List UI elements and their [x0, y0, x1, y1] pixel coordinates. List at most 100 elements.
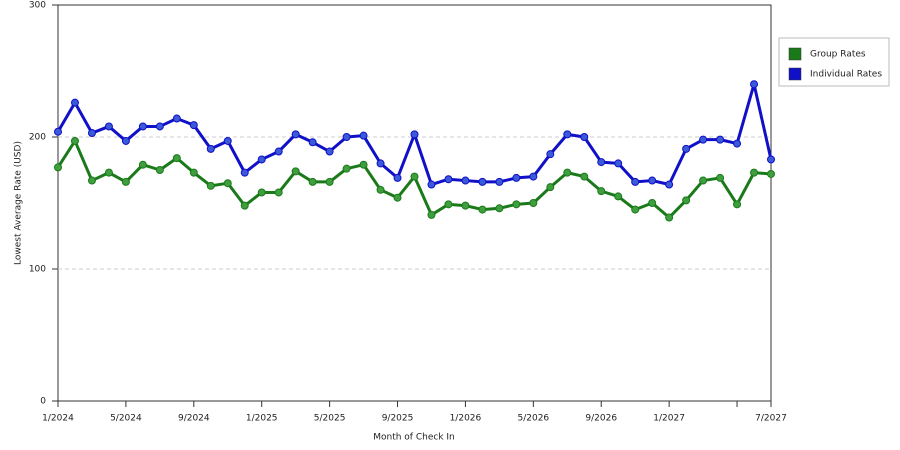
data-point	[495, 177, 504, 186]
data-point	[359, 160, 368, 169]
data-point	[291, 167, 300, 176]
data-point	[172, 154, 181, 163]
data-point	[104, 168, 113, 177]
data-point	[223, 136, 232, 145]
data-point	[750, 80, 759, 89]
data-point	[189, 121, 198, 130]
plot-frame	[57, 4, 772, 402]
data-point	[767, 155, 775, 164]
x-tick-label: 5/2024	[110, 414, 142, 424]
x-tick-label: 5/2026	[517, 414, 549, 424]
data-point	[240, 201, 249, 210]
data-point	[648, 176, 657, 185]
legend-label: Individual Rates	[810, 70, 882, 80]
data-point	[257, 188, 266, 197]
data-point	[359, 131, 368, 140]
data-point	[376, 185, 385, 194]
data-point	[223, 179, 232, 188]
data-point	[478, 177, 487, 186]
data-point	[87, 129, 96, 138]
data-point	[563, 168, 572, 177]
y-tick-label: 100	[29, 265, 46, 275]
data-point	[546, 183, 555, 192]
legend-swatch	[788, 67, 802, 81]
data-point	[614, 159, 623, 168]
legend-label: Group Rates	[810, 50, 866, 60]
data-point	[257, 155, 266, 164]
data-point	[580, 133, 589, 141]
data-point	[767, 169, 775, 178]
data-point	[155, 122, 164, 131]
data-point	[240, 168, 249, 177]
data-point	[325, 177, 334, 186]
data-point	[580, 172, 589, 181]
data-point	[342, 164, 351, 173]
data-point	[54, 163, 62, 172]
data-point	[87, 176, 96, 185]
data-point	[444, 175, 453, 184]
data-point	[597, 187, 606, 196]
data-point	[342, 133, 351, 141]
data-point	[444, 200, 453, 209]
data-point	[206, 144, 215, 153]
data-point	[716, 135, 725, 144]
data-point	[665, 213, 674, 222]
data-point	[597, 158, 606, 167]
data-point	[546, 150, 555, 159]
data-point	[699, 176, 708, 185]
data-point	[631, 205, 640, 214]
data-point	[529, 172, 538, 181]
data-point	[461, 201, 470, 210]
data-point	[529, 199, 538, 207]
data-point	[104, 122, 113, 131]
data-point	[172, 114, 181, 123]
data-point	[291, 130, 300, 139]
data-point	[665, 180, 674, 189]
data-point	[206, 181, 215, 190]
data-point	[121, 177, 130, 186]
y-axis-title: Lowest Average Rate (USD)	[14, 141, 24, 265]
x-tick-label: 9/2025	[382, 414, 414, 424]
data-point	[138, 122, 147, 131]
data-point	[54, 127, 62, 136]
data-point	[461, 176, 470, 185]
x-tick-label: 1/2024	[42, 414, 74, 424]
data-point	[716, 173, 725, 182]
data-point	[376, 159, 385, 168]
data-point	[427, 180, 436, 189]
data-point	[274, 188, 283, 197]
x-tick-label: 1/2025	[246, 414, 278, 424]
data-point	[70, 136, 79, 145]
data-point	[393, 173, 402, 182]
y-tick-label: 0	[40, 397, 46, 407]
data-point	[648, 199, 657, 207]
data-point	[733, 139, 742, 148]
data-point	[614, 192, 623, 201]
data-point	[631, 177, 640, 186]
data-point	[563, 130, 572, 139]
data-point	[495, 204, 504, 213]
data-point	[512, 173, 521, 182]
y-tick-label: 200	[29, 133, 46, 143]
data-point	[427, 210, 436, 219]
data-point	[750, 168, 759, 177]
data-point	[512, 200, 521, 209]
x-tick-label: 1/2026	[450, 414, 482, 424]
data-point	[325, 147, 334, 156]
x-tick-label: 9/2026	[585, 414, 617, 424]
data-point	[410, 130, 419, 139]
data-point	[274, 147, 283, 156]
data-point	[155, 166, 164, 174]
data-point	[138, 160, 147, 169]
x-tick-label: 5/2025	[314, 414, 346, 424]
data-point	[189, 168, 198, 177]
data-point	[682, 196, 691, 205]
data-point	[682, 144, 691, 153]
data-point	[699, 135, 708, 144]
y-tick-label: 300	[29, 1, 46, 11]
data-point	[733, 200, 742, 209]
data-point	[121, 136, 130, 145]
x-tick-label: 1/2027	[653, 414, 685, 424]
data-point	[410, 172, 419, 181]
